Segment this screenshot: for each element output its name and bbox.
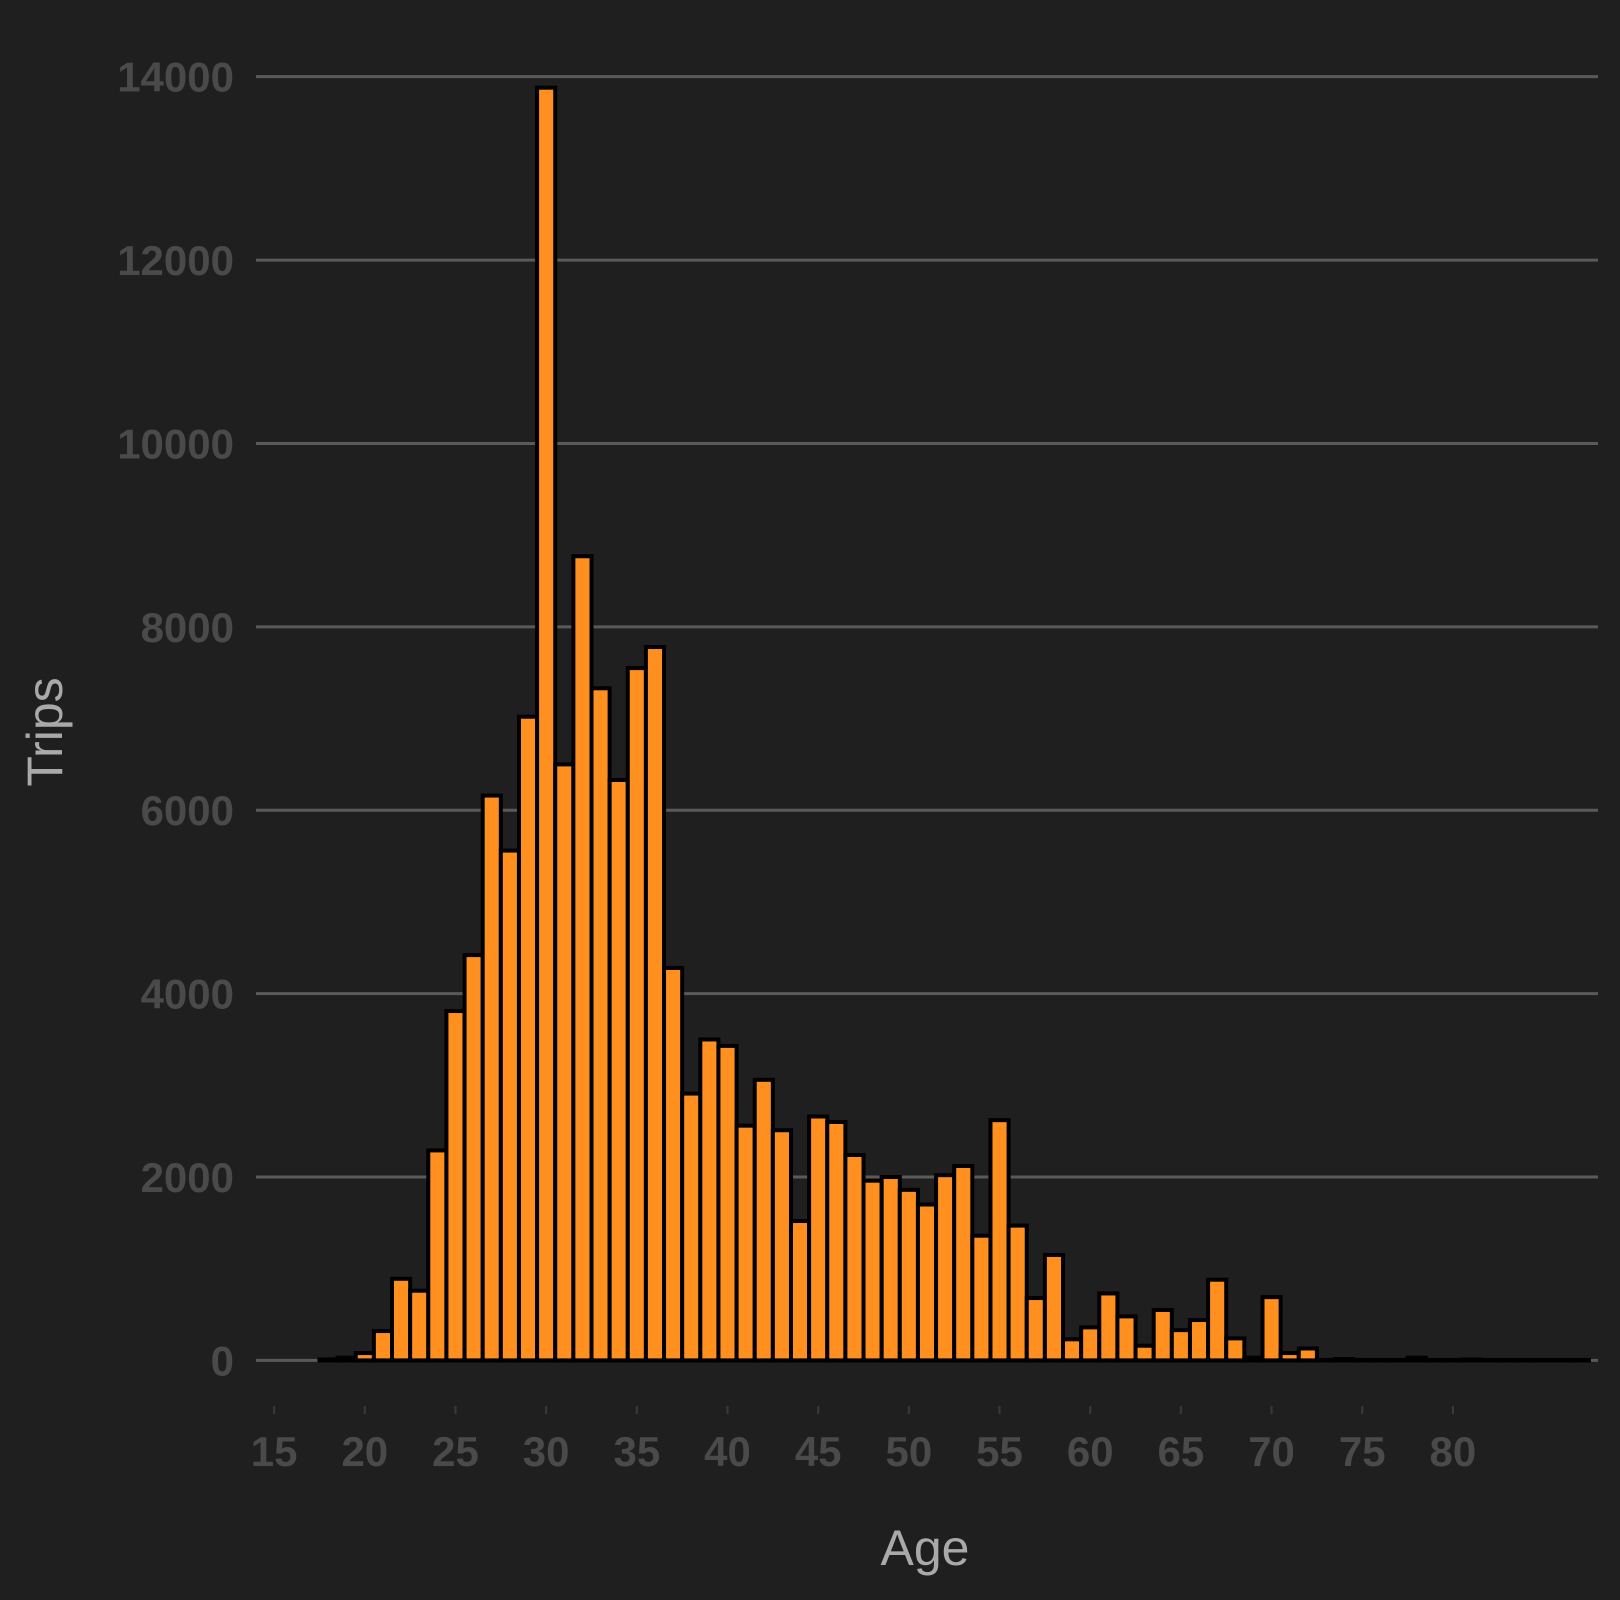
- histogram-bar: [1224, 1336, 1247, 1363]
- histogram-bar: [988, 1118, 1011, 1363]
- histogram-bar: [1115, 1314, 1138, 1363]
- histogram-bar: [1079, 1325, 1102, 1363]
- histogram-bar: [1097, 1291, 1120, 1363]
- histogram-bar: [1278, 1351, 1301, 1363]
- x-tick-label: 35: [613, 1428, 660, 1475]
- histogram-bar: [1187, 1318, 1211, 1363]
- y-tick-label: 10000: [117, 420, 234, 467]
- histogram-bar: [1024, 1296, 1047, 1363]
- histogram-bar: [643, 645, 667, 1363]
- x-axis-title: Age: [881, 1520, 970, 1576]
- y-tick-label: 8000: [141, 604, 234, 651]
- histogram-bar: [897, 1187, 920, 1363]
- histogram-bar: [915, 1202, 939, 1363]
- y-axis-ticks: 0 2000 4000 6000 8000 10000 12000 14000: [117, 54, 234, 1385]
- histogram-bar: [662, 965, 685, 1363]
- histogram-bar: [788, 1219, 812, 1363]
- x-tick-label: 70: [1248, 1428, 1295, 1475]
- histogram-bar: [480, 793, 503, 1363]
- histogram-bar: [680, 1091, 703, 1363]
- histogram-bar: [371, 1329, 395, 1363]
- x-tick-label: 15: [251, 1428, 298, 1475]
- histogram-bar: [1242, 1355, 1265, 1363]
- x-tick-label: 40: [704, 1428, 751, 1475]
- histogram-bar: [698, 1037, 721, 1363]
- histogram-bar: [1169, 1328, 1192, 1363]
- histogram-bar: [1333, 1357, 1356, 1363]
- histogram-bar: [589, 686, 612, 1363]
- histogram-bar: [734, 1123, 757, 1363]
- histogram-bar: [1206, 1277, 1229, 1363]
- histogram-bar: [843, 1153, 866, 1363]
- histogram-bar: [498, 848, 521, 1363]
- histogram-bar: [934, 1173, 957, 1363]
- histogram-bar: [516, 714, 540, 1363]
- histogram-bar: [317, 1357, 340, 1363]
- y-tick-label: 14000: [117, 54, 234, 101]
- histogram-bar: [1061, 1337, 1084, 1363]
- y-tick-label: 6000: [141, 787, 234, 834]
- histogram-bar: [879, 1175, 902, 1363]
- histogram-bar: [625, 666, 648, 1363]
- y-tick-label: 0: [211, 1337, 234, 1384]
- x-tick-label: 80: [1430, 1428, 1477, 1475]
- x-tick-label: 30: [523, 1428, 570, 1475]
- x-tick-label: 75: [1339, 1428, 1386, 1475]
- histogram-bar: [353, 1351, 376, 1363]
- x-tick-label: 60: [1067, 1428, 1114, 1475]
- x-tick-label: 25: [432, 1428, 479, 1475]
- histogram-bar: [825, 1119, 848, 1363]
- y-tick-label: 2000: [141, 1154, 234, 1201]
- bars: [317, 85, 1591, 1363]
- histogram-bar: [752, 1077, 775, 1363]
- histogram-bar: [716, 1043, 739, 1363]
- x-tick-label: 65: [1158, 1428, 1205, 1475]
- x-tick-label: 50: [886, 1428, 933, 1475]
- histogram-bar: [861, 1178, 884, 1363]
- histogram-bar: [1405, 1355, 1428, 1363]
- y-tick-label: 4000: [141, 971, 234, 1018]
- histogram-bar: [408, 1288, 431, 1363]
- histogram-bar: [807, 1114, 830, 1363]
- histogram-bar: [462, 953, 485, 1363]
- histogram-bar: [952, 1164, 975, 1363]
- histogram-bar: [1459, 1357, 1483, 1363]
- histogram-bar: [444, 1009, 467, 1363]
- histogram-bar: [770, 1128, 793, 1363]
- histogram-bar: [426, 1148, 449, 1363]
- histogram-bar: [970, 1233, 993, 1363]
- histogram-bar: [1006, 1223, 1029, 1363]
- histogram-bar: [1296, 1346, 1319, 1363]
- histogram-bar: [1151, 1307, 1174, 1363]
- x-tick-label: 45: [795, 1428, 842, 1475]
- y-axis-title: Trips: [17, 677, 73, 786]
- x-tick-label: 55: [976, 1428, 1023, 1475]
- histogram-bar: [1042, 1252, 1066, 1363]
- y-tick-label: 12000: [117, 237, 234, 284]
- histogram-bar: [535, 85, 558, 1363]
- histogram-bar: [571, 554, 594, 1363]
- x-axis-ticks: 15 20 25 30 35 40 45 50 55 60 65 70 75 80: [251, 1406, 1477, 1475]
- x-tick-label: 20: [341, 1428, 388, 1475]
- histogram-bar: [607, 777, 630, 1363]
- histogram-bar: [335, 1355, 358, 1363]
- histogram-bar: [1133, 1343, 1156, 1363]
- histogram-bar: [390, 1276, 413, 1363]
- histogram-bar: [1260, 1295, 1283, 1363]
- histogram-bar: [553, 762, 576, 1363]
